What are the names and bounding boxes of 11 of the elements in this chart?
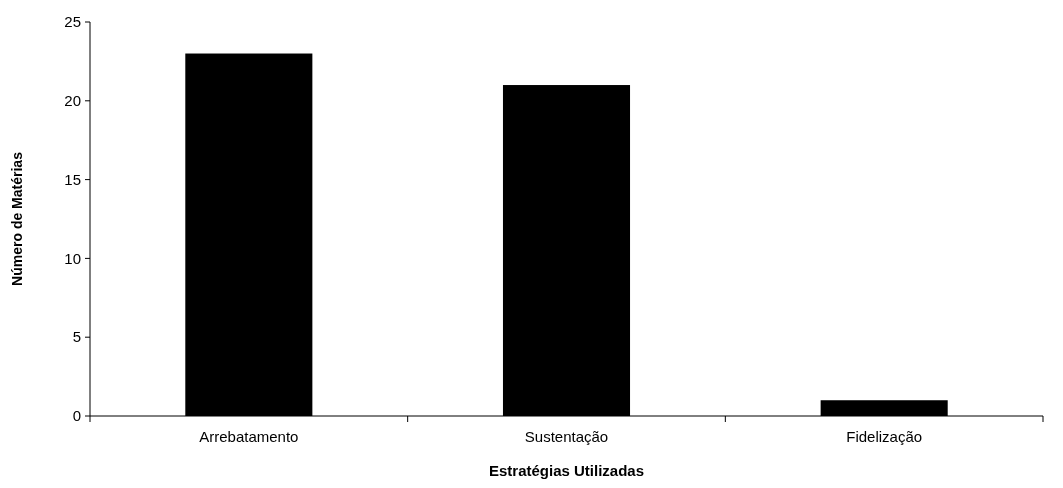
- y-tick-label: 20: [64, 92, 81, 110]
- x-tick-label: Arrebatamento: [199, 428, 299, 445]
- x-axis-title: Estratégias Utilizadas: [488, 462, 645, 479]
- y-tick-label: 10: [64, 249, 81, 267]
- x-tick-label: Fidelização: [846, 428, 923, 445]
- y-tick-label: 0: [72, 407, 81, 425]
- y-tick-label: 15: [64, 170, 81, 188]
- y-axis-title: Número de Matérias: [9, 151, 25, 286]
- y-tick-label: 5: [72, 328, 81, 346]
- x-tick-label: Sustentação: [524, 428, 609, 445]
- y-tick-label: 25: [64, 13, 81, 31]
